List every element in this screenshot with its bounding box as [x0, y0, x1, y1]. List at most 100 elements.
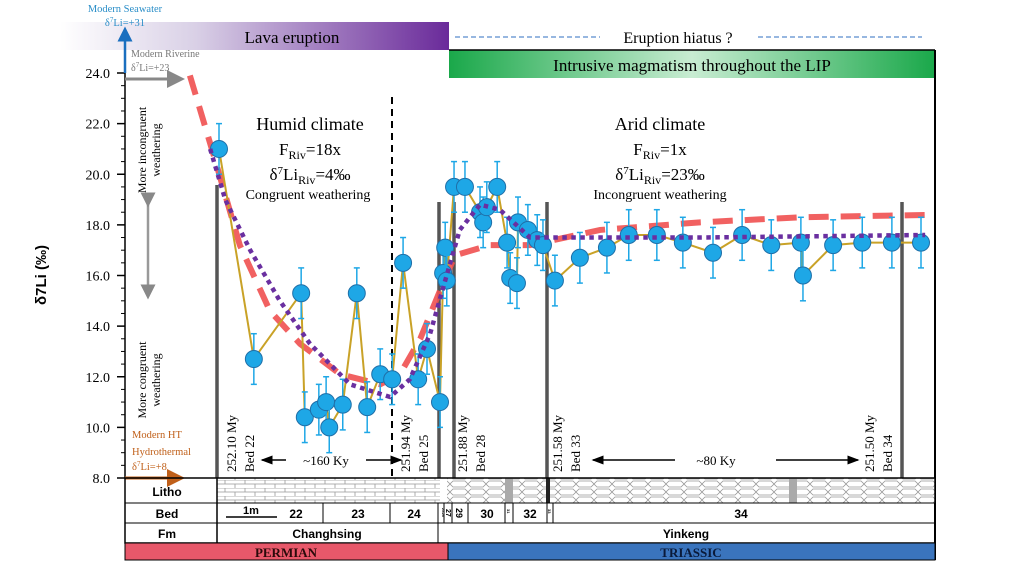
duration-160ky: ~160 Ky	[303, 453, 349, 468]
data-point	[431, 376, 449, 429]
bed-30: 30	[480, 507, 494, 521]
data-marker	[244, 350, 263, 369]
data-marker	[333, 395, 352, 414]
data-marker	[647, 226, 666, 244]
fm-yinkeng: Yinkeng	[663, 527, 709, 541]
data-marker	[533, 236, 552, 255]
y-tick-label: 8.0	[93, 472, 111, 487]
humid-climate-annotation: Humid climate FRiv=18x δ7LiRiv=4‰ Congru…	[246, 114, 371, 203]
data-marker	[704, 243, 722, 262]
data-point	[244, 332, 263, 386]
data-point	[347, 267, 366, 320]
arid-weathering: Incongruent weathering	[593, 188, 726, 203]
y-tick-label: 18.0	[86, 219, 111, 234]
data-marker	[619, 226, 638, 244]
data-point	[793, 249, 812, 302]
y-tick-label: 24.0	[86, 67, 111, 82]
row-label-litho: Litho	[152, 485, 181, 499]
data-point	[912, 216, 930, 269]
data-marker	[488, 177, 507, 196]
strat-column: Litho Bed Fm 1m 22 23 24 25-26 27 29 30 …	[124, 477, 936, 561]
y-tick-label: 22.0	[86, 118, 111, 133]
data-point	[394, 236, 413, 289]
bed-22: 22	[289, 507, 303, 521]
data-marker	[431, 393, 449, 412]
scale-bar-label: 1m	[243, 505, 259, 517]
data-marker	[673, 233, 692, 252]
data-point	[597, 221, 616, 274]
litho-clay-2	[789, 478, 797, 503]
data-marker	[394, 253, 413, 272]
data-marker	[455, 177, 474, 196]
arid-friv: FRiv=1x	[633, 140, 687, 162]
riverine-value: δ7Li=+23	[131, 61, 169, 74]
data-point	[507, 257, 526, 310]
y-tick-label: 16.0	[86, 270, 111, 285]
y-tick-label: 10.0	[86, 421, 111, 436]
fm-changhsing: Changhsing	[292, 527, 361, 541]
data-marker	[762, 236, 781, 255]
age-label-bed-28: 251.88 My Bed 28	[455, 414, 488, 472]
data-point	[488, 160, 507, 213]
y-tick-label: 20.0	[86, 168, 111, 183]
age-label-bed-33: 251.58 My Bed 33	[550, 414, 583, 472]
bed-31: 31	[506, 509, 511, 514]
data-marker	[210, 139, 228, 158]
more-congruent-label: More congruentweathering	[135, 341, 163, 419]
data-point	[455, 160, 474, 213]
data-point	[317, 376, 336, 429]
data-marker	[824, 236, 843, 255]
data-point	[882, 216, 901, 269]
purple-dotted-trend-line	[208, 148, 926, 400]
data-point	[383, 353, 402, 406]
humid-friv: FRiv=18x	[279, 140, 341, 162]
data-marker	[347, 284, 366, 303]
data-marker	[545, 271, 564, 290]
bed-24: 24	[407, 507, 421, 521]
hydrothermal-label: Modern HT Hydrothermal	[132, 430, 191, 458]
period-triassic-label: TRIASSIC	[660, 545, 721, 560]
data-marker	[320, 418, 339, 437]
data-marker	[507, 274, 526, 293]
litho-clay-3	[546, 478, 550, 503]
arid-climate-annotation: Arid climate FRiv=1x δ7LiRiv=23‰ Incongr…	[593, 114, 726, 203]
data-point	[320, 401, 339, 454]
data-marker	[474, 213, 493, 232]
eruption-hiatus-label: Eruption hiatus ?	[623, 30, 732, 47]
data-marker	[793, 266, 812, 285]
lava-eruption-label: Lava eruption	[245, 28, 340, 47]
data-marker	[498, 233, 517, 252]
data-marker	[912, 233, 930, 252]
y-axis-label: δ7Li (‰)	[33, 245, 50, 305]
data-point	[704, 226, 722, 279]
data-marker	[570, 248, 589, 267]
data-point	[295, 391, 314, 444]
data-point	[647, 208, 666, 262]
bed-32: 32	[523, 507, 537, 521]
humid-weathering: Congruent weathering	[246, 188, 371, 203]
data-point	[824, 219, 843, 272]
bed-23: 23	[351, 507, 365, 521]
data-point	[358, 381, 377, 434]
riverine-label: Modern Riverine	[131, 49, 200, 60]
data-point	[533, 219, 552, 272]
bed-29: 29	[454, 508, 464, 518]
data-point	[619, 208, 638, 262]
data-point	[545, 254, 564, 307]
y-tick-label: 12.0	[86, 371, 111, 386]
data-marker	[882, 233, 901, 252]
duration-80ky: ~80 Ky	[696, 453, 736, 468]
data-point	[853, 216, 872, 269]
age-label-bed-25: 251.94 My Bed 25	[398, 414, 431, 472]
bed-33: 33	[547, 509, 552, 514]
y-tick-label: 14.0	[86, 320, 111, 335]
data-point	[762, 219, 781, 272]
data-marker	[292, 284, 311, 303]
bed-25-26: 25-26	[441, 508, 445, 517]
row-label-fm: Fm	[158, 527, 176, 541]
data-point	[333, 378, 352, 431]
data-point	[292, 267, 311, 320]
age-label-bed-22: 252.10 My Bed 22	[224, 414, 257, 472]
intrusive-bar	[449, 50, 935, 78]
